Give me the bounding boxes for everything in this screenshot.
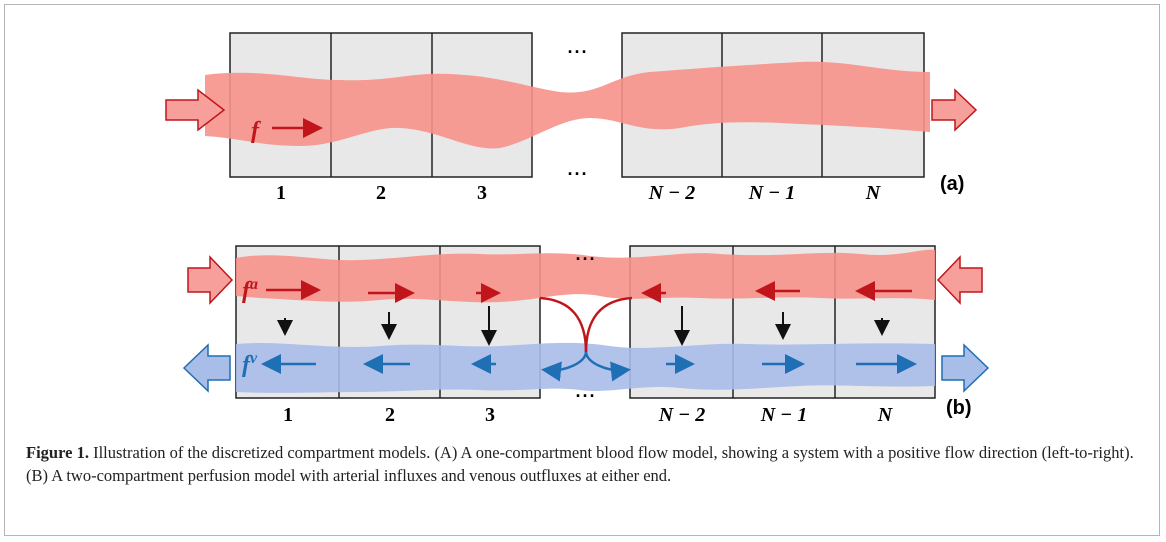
compartment-label: N − 2 — [648, 182, 696, 204]
outflow-arrow — [931, 88, 978, 132]
compartment-label: 3 — [485, 404, 495, 426]
figure-frame — [4, 4, 1160, 536]
venous-band — [236, 342, 935, 393]
label-superscript: v — [250, 350, 258, 367]
ellipsis: ··· — [576, 386, 597, 406]
compartment-label: 1 — [283, 404, 293, 426]
venous-label: fv — [242, 350, 258, 378]
panel-b: fa fv ··· ··· (b) — [182, 245, 990, 419]
compartment-label: N — [865, 182, 882, 204]
label-superscript: a — [250, 276, 258, 293]
arterial-label: fa — [242, 276, 258, 304]
flow-label: f — [251, 118, 261, 144]
arterial-inflow-arrow — [187, 255, 234, 305]
caption-text: Illustration of the discretized compartm… — [26, 443, 1134, 485]
panel-tag: (a) — [940, 173, 964, 195]
flow-band — [205, 61, 930, 149]
compartment-label: 3 — [477, 182, 487, 204]
exchange-arrows — [277, 306, 890, 346]
ellipsis: ··· — [568, 164, 589, 184]
figure: f ··· ··· (a) — [165, 32, 990, 426]
compartment-label: N − 1 — [748, 182, 796, 204]
compartment-label: 2 — [376, 182, 386, 204]
venous-outflow-arrow — [941, 343, 990, 393]
caption: Figure 1. Illustration of the discretize… — [26, 441, 1141, 487]
arterial-arrows — [266, 280, 912, 353]
compartment-label: 1 — [276, 182, 286, 204]
venous-arrows — [261, 351, 917, 382]
venous-outflow-arrow — [182, 343, 231, 393]
ellipsis: ··· — [576, 249, 597, 269]
compartment-label: 2 — [385, 404, 395, 426]
label-base: f — [242, 278, 252, 304]
label-base: f — [242, 352, 252, 378]
arterial-inflow-arrow — [936, 255, 983, 305]
panel-a: f ··· ··· (a) — [165, 32, 978, 195]
panel-tag: (b) — [946, 397, 972, 419]
inflow-arrow — [165, 88, 226, 132]
compartment-label: N — [877, 404, 894, 426]
compartment-label: N − 1 — [760, 404, 808, 426]
caption-label: Figure 1. — [26, 443, 89, 462]
ellipsis: ··· — [568, 42, 589, 62]
compartment-label: N − 2 — [658, 404, 706, 426]
